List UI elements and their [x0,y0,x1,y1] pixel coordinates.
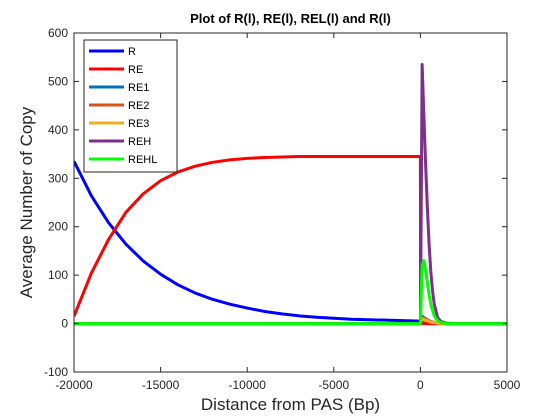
legend-label-re1: RE1 [128,82,149,94]
y-tick-label: 200 [48,220,68,234]
y-tick-label: 0 [61,317,68,331]
axes-layer [73,32,508,373]
legend-label-rehl: REHL [128,154,157,166]
x-tick-label: -10000 [229,378,267,392]
y-tick-label: 300 [48,171,68,185]
x-tick-label: 5000 [494,378,521,392]
x-tick-label: -15000 [142,378,180,392]
y-tick-label: 100 [48,268,68,282]
x-tick-label: -5000 [318,378,349,392]
legend-label-reh: REH [128,136,151,148]
legend-label-re: RE [128,64,143,76]
x-tick-label: -20000 [55,378,93,392]
chart-title: Plot of R(l), RE(l), REL(l) and R(l) [190,11,391,26]
y-tick-label: 500 [48,74,68,88]
legend: R RE RE1 RE2 RE3 REH REHL [83,39,178,173]
series-line-rehl [74,259,507,326]
series-layer [74,62,507,326]
legend-label-re2: RE2 [128,100,149,112]
axes-box [73,32,508,373]
y-tick-label: 600 [48,26,68,40]
x-tick-label: 0 [417,378,424,392]
y-axis-label: Average Number of Copy [17,106,36,298]
ticks-layer: -20000 -15000 -10000 -5000 0 5000 -100 0 100 200 3… [44,26,521,392]
legend-label-re3: RE3 [128,118,149,130]
legend-label-r: R [128,46,136,58]
x-axis-label: Distance from PAS (Bp) [201,395,380,414]
y-tick-label: -100 [44,365,68,379]
y-tick-label: 400 [48,123,68,137]
